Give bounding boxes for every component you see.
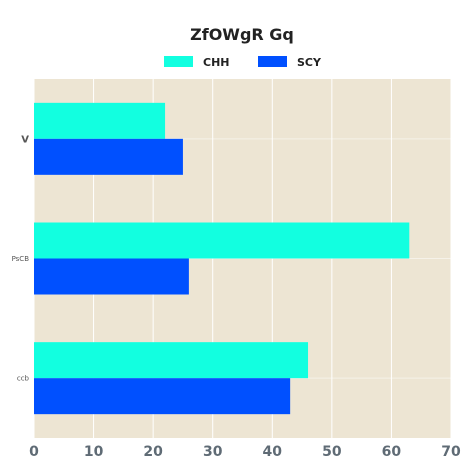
legend-swatch-chh: [164, 56, 193, 67]
y-tick-label: V: [21, 134, 29, 145]
x-tick-label: 30: [203, 444, 223, 460]
y-tick-label: ccb: [17, 375, 30, 383]
x-tick-label: 20: [143, 444, 163, 460]
bar-scy-v: [34, 138, 183, 175]
legend-swatch-scy: [258, 56, 287, 67]
x-tick-label: 70: [441, 444, 461, 460]
x-tick-label: 60: [382, 444, 402, 460]
bar-scy-ccb: [34, 378, 291, 415]
bar-chh-pscb: [34, 222, 410, 259]
legend-label-chh: CHH: [203, 56, 230, 69]
x-tick-label: 50: [322, 444, 342, 460]
legend-label-scy: SCY: [297, 56, 322, 69]
x-tick-label: 10: [84, 444, 104, 460]
y-tick-label: PsCB: [12, 255, 30, 263]
y-axis-ticks: V PsCB ccb: [12, 134, 30, 382]
x-tick-label: 0: [29, 444, 39, 460]
x-axis-ticks: 0 10 20 30 40 50 60 70: [29, 444, 461, 460]
bar-scy-pscb: [34, 258, 189, 295]
bar-chh-v: [34, 102, 166, 139]
legend: CHH SCY: [164, 56, 322, 69]
x-tick-label: 40: [263, 444, 283, 460]
chart-title: ZfOWgR Gq: [190, 25, 294, 44]
bars: [34, 102, 410, 415]
bar-chh-ccb: [34, 342, 309, 379]
